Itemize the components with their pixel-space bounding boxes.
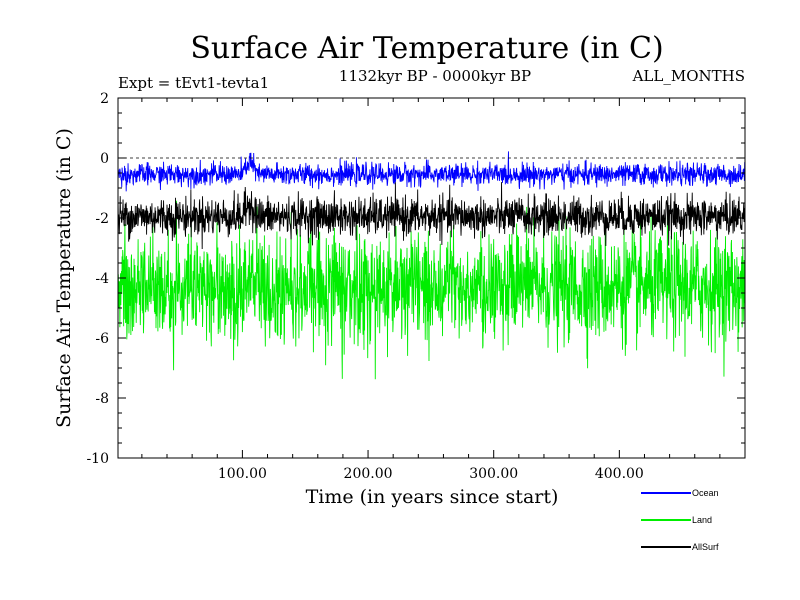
series-layer bbox=[118, 151, 745, 380]
chart-title: Surface Air Temperature (in C) bbox=[190, 31, 663, 66]
months-label: ALL_MONTHS bbox=[632, 67, 745, 85]
period-label: 1132kyr BP - 0000kyr BP bbox=[339, 67, 531, 85]
legend-label-allsurf: AllSurf bbox=[692, 542, 719, 552]
legend-label-land: Land bbox=[692, 515, 712, 525]
x-axis-label: Time (in years since start) bbox=[306, 486, 559, 508]
y-tick-label: 2 bbox=[100, 91, 109, 107]
x-tick-label: 100.00 bbox=[218, 466, 267, 482]
x-tick-label: 400.00 bbox=[595, 466, 644, 482]
y-tick-label: -8 bbox=[95, 391, 109, 407]
y-tick-label: -4 bbox=[95, 271, 109, 287]
x-tick-label: 300.00 bbox=[469, 466, 518, 482]
y-tick-label: -2 bbox=[95, 211, 109, 227]
y-tick-label: -10 bbox=[86, 451, 109, 467]
legend-label-ocean: Ocean bbox=[692, 488, 719, 498]
series-ocean-line bbox=[118, 151, 745, 192]
y-tick-label: 0 bbox=[100, 151, 109, 167]
y-axis-label: Surface Air Temperature (in C) bbox=[53, 128, 75, 428]
axes-layer: 2 0 -2 -4 -6 -8 -10 100.00 200.00 300.00 400.00 bbox=[86, 91, 745, 482]
legend: Ocean Land AllSurf bbox=[641, 488, 719, 552]
y-tick-label: -6 bbox=[95, 331, 109, 347]
experiment-label: Expt = tEvt1-tevta1 bbox=[118, 74, 269, 92]
series-land-line bbox=[118, 200, 745, 380]
series-allsurf-line bbox=[118, 182, 745, 249]
x-tick-label: 200.00 bbox=[344, 466, 393, 482]
